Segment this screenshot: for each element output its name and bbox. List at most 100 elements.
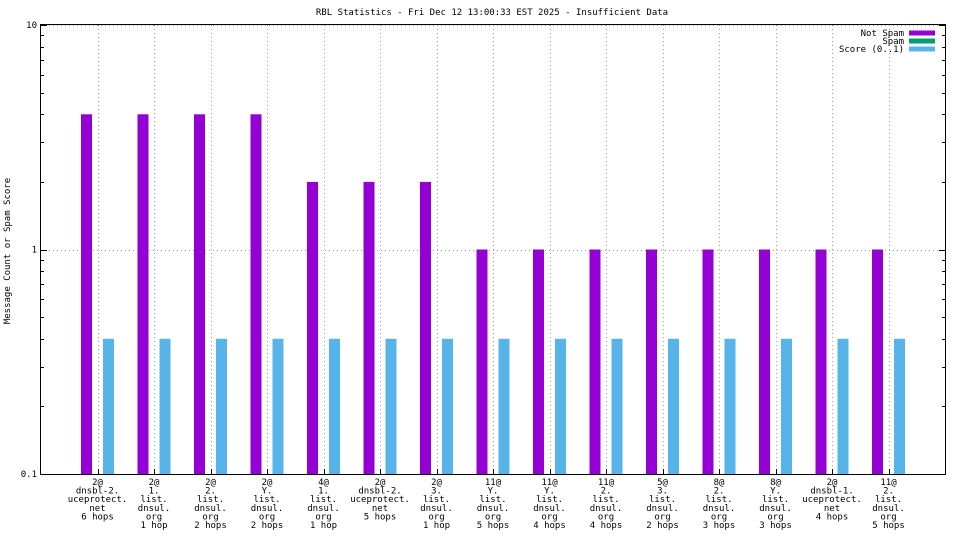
x-tick-label-line: list.	[423, 495, 450, 505]
x-tick-label-line: 1 hop	[310, 521, 337, 531]
x-tick-label: 2@ Y. list. dnsul. org 2 hops	[251, 478, 284, 531]
y-tick-label: 10	[26, 21, 37, 31]
bar-not-spam	[476, 249, 488, 474]
x-tick-label-line: 3 hops	[703, 521, 736, 531]
bar-not-spam	[81, 114, 92, 475]
x-tick-label: 8@ 2. list. dnsul. org 3 hops	[703, 478, 736, 531]
x-tick-label-line: 4 hops	[816, 512, 849, 522]
y-tick-label: 0.1	[21, 470, 37, 480]
x-tick-label-line: dnsul.	[477, 504, 510, 514]
x-tick-label-line: org	[428, 512, 444, 522]
x-tick-label-line: 5@	[657, 478, 668, 488]
x-tick-label-line: 4 hops	[590, 521, 623, 531]
x-tick-label: 2@ 2. list. dnsul. org 2 hops	[194, 478, 227, 531]
bar-not-spam	[194, 114, 205, 475]
x-tick-label-line: list.	[649, 495, 676, 505]
legend-label: Score (0..1)	[839, 45, 904, 55]
bar-score-0-1	[611, 338, 623, 474]
x-tick-label-line: list.	[875, 495, 902, 505]
bar-score-0-1	[272, 338, 284, 474]
x-tick-label-line: dnsul.	[533, 504, 566, 514]
x-tick-label: 2@ dnsbl-2. uceprotect. net 6 hops	[68, 478, 128, 522]
x-tick-label-line: list.	[536, 495, 563, 505]
x-tick-label-line: 1.	[318, 487, 329, 497]
y-tick-labels: 10 1 0.1	[21, 21, 945, 480]
bar-score-0-1	[555, 338, 566, 474]
x-tick-label-line: dnsul.	[251, 504, 284, 514]
x-tick-label-line: Y.	[770, 487, 781, 497]
x-tick-label-line: list.	[197, 495, 224, 505]
x-tick-label-line: dnsul.	[420, 504, 453, 514]
x-tick-label-line: 2@	[205, 478, 216, 488]
x-tick-label-line: 1.	[149, 487, 160, 497]
x-tick-label-line: list.	[140, 495, 167, 505]
x-tick-label: 2@ 1. list. dnsul. org 1 hop	[138, 478, 171, 531]
x-tick-label-line: list.	[479, 495, 506, 505]
x-tick-label-line: 5 hops	[872, 521, 905, 531]
bar-score-0-1	[442, 338, 453, 474]
x-tick-label-line: dnsbl-2.	[76, 487, 119, 497]
x-tick-label-line: 4@	[318, 478, 329, 488]
x-tick-label-line: org	[259, 512, 275, 522]
x-tick-label: 11@ Y. list. dnsul. org 4 hops	[533, 478, 566, 531]
chart-title: RBL Statistics - Fri Dec 12 13:00:33 EST…	[316, 8, 668, 18]
x-tick-label-line: org	[315, 512, 331, 522]
x-tick-label-line: 2@	[262, 478, 273, 488]
x-tick-label-line: 2 hops	[251, 521, 284, 531]
x-tick-label-line: dnsbl-1.	[810, 487, 853, 497]
grid-lines	[41, 25, 945, 474]
bar-not-spam	[759, 249, 770, 474]
x-tick-label-line: 1 hop	[140, 521, 167, 531]
legend-swatch	[909, 46, 935, 52]
x-tick-label-line: uceprotect.	[802, 495, 862, 505]
x-tick-label-line: 11@	[541, 478, 558, 488]
bar-score-0-1	[216, 338, 227, 474]
x-tick-label-line: dnsul.	[872, 504, 905, 514]
x-tick-label-line: 6 hops	[81, 512, 114, 522]
bar-not-spam	[137, 114, 149, 475]
bar-score-0-1	[837, 338, 849, 474]
x-tick-label-line: 2.	[205, 487, 216, 497]
bar-not-spam	[250, 114, 262, 475]
x-tick-label-line: 2.	[601, 487, 612, 497]
x-tick-label-line: org	[880, 512, 896, 522]
x-tick-label-line: 2@	[92, 478, 103, 488]
bar-not-spam	[420, 181, 431, 474]
x-tick-label: 5@ 3. list. dnsul. org 2 hops	[646, 478, 679, 531]
bar-not-spam	[815, 249, 827, 474]
x-tick-label-line: 5 hops	[364, 512, 397, 522]
x-tick-label-line: org	[541, 512, 557, 522]
plot-frame	[40, 24, 946, 475]
x-tick-label-line: 2@	[827, 478, 838, 488]
x-tick-label-line: org	[711, 512, 727, 522]
bar-score-0-1	[385, 338, 397, 474]
x-tick-label-line: 8@	[714, 478, 725, 488]
x-tick-label-line: 3.	[431, 487, 442, 497]
x-tick-label-line: org	[485, 512, 501, 522]
x-tick-label-line: 4 hops	[533, 521, 566, 531]
bar-not-spam	[533, 249, 544, 474]
x-tick-label-line: Y.	[488, 487, 499, 497]
x-tick-label-line: 2 hops	[194, 521, 227, 531]
x-tick-label-line: dnsul.	[703, 504, 736, 514]
x-tick-label-line: list.	[253, 495, 280, 505]
x-tick-label-line: net	[89, 504, 105, 514]
bar-not-spam	[363, 181, 375, 474]
x-tick-label-line: list.	[310, 495, 337, 505]
x-tick-label-line: 3 hops	[759, 521, 792, 531]
x-tick-label-line: 2@	[431, 478, 442, 488]
x-tick-label-line: uceprotect.	[350, 495, 410, 505]
x-tick-label-line: dnsul.	[194, 504, 227, 514]
bar-score-0-1	[498, 338, 510, 474]
x-tick-label: 2@ dnsbl-1. uceprotect. net 4 hops	[802, 478, 862, 522]
bar-score-0-1	[781, 338, 792, 474]
x-tick-label: 8@ Y. list. dnsul. org 3 hops	[759, 478, 792, 531]
x-tick-label-line: Y.	[262, 487, 273, 497]
x-tick-label: 2@ 3. list. dnsul. org 1 hop	[420, 478, 453, 531]
x-tick-label-line: 3.	[657, 487, 668, 497]
x-tick-label-line: net	[372, 504, 388, 514]
x-tick-label-line: net	[824, 504, 840, 514]
x-tick-label: 11@ 2. list. dnsul. org 5 hops	[872, 478, 905, 531]
